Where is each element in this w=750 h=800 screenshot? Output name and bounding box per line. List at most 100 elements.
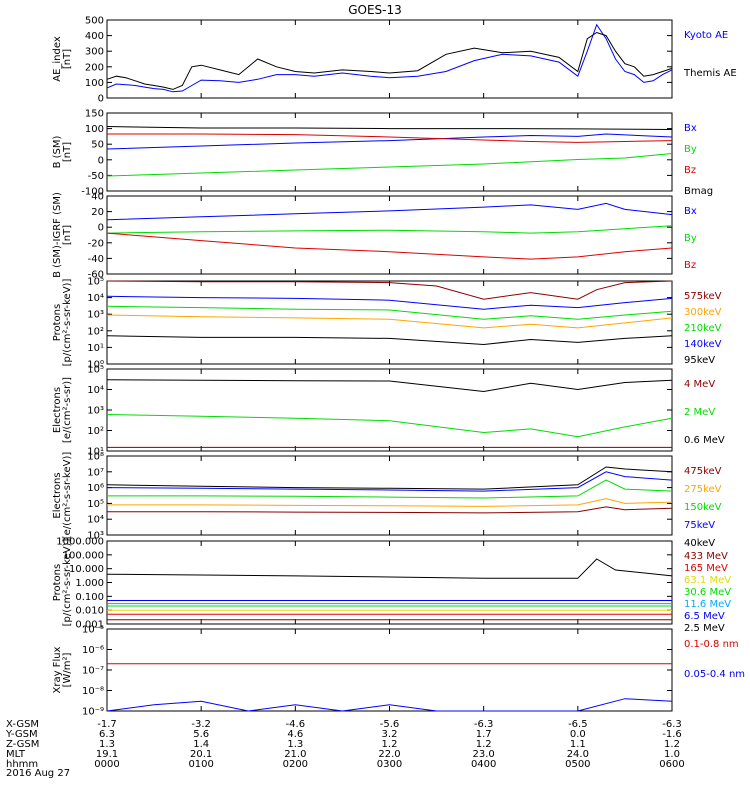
legend-entry: 2 MeV [684,407,715,418]
series-line [106,225,673,234]
legend-entry: 275keV [684,484,722,495]
ephemeris-value: 0400 [471,759,496,770]
ephemeris-value: -6.3 [474,719,494,730]
y-tick-label: 1000.000 [56,537,104,548]
legend-entry: 2.5 MeV [684,623,725,634]
legend-entry: 475keV [684,466,722,477]
y-axis-label: Protons [52,564,63,601]
series-line [106,232,673,260]
series-line [106,153,673,177]
y-tick-label: 200 [85,62,104,73]
legend-entry: 210keV [684,323,722,334]
y-tick-label: 10⁴ [87,293,104,304]
panel-4: 10⁰ 10¹ 10² 10³ 10⁴ 10⁵ Protons [p/(cm²-s-sr-ke… [52,277,722,371]
y-tick-label: 10² [87,426,104,437]
ephemeris-row-label: Y-GSM [5,729,38,740]
legend-entry: 11.6 MeV [684,599,731,610]
series-line [106,126,673,130]
y-tick-label: 300 [85,47,104,58]
ephemeris-value: -1.7 [97,719,117,730]
y-tick-label: -50 [88,171,104,182]
y-tick-label: -40 [88,254,104,265]
y-axis-label: [e/(cm²-s-sr-keV)] [62,452,73,540]
legend-entry: 6.5 MeV [684,611,725,622]
legend-entry: Bx [684,206,697,217]
y-tick-label: 100 [85,124,104,135]
y-tick-label: 10⁻⁷ [82,666,104,677]
legend-entry: 63.1 MeV [684,575,731,586]
y-tick-label: 10⁻⁸ [82,686,104,697]
series-line [106,698,673,712]
y-axis-label: Electrons [52,472,63,518]
y-tick-label: 10¹ [87,343,104,354]
legend-entry: 140keV [684,339,722,350]
ephemeris-value: 1.2 [664,739,680,750]
y-tick-label: 10⁴ [87,385,104,396]
y-tick-label: 10³ [87,406,104,417]
legend-entry: Bx [684,123,697,134]
y-tick-label: 0 [98,223,104,234]
y-tick-label: 400 [85,31,104,42]
y-tick-label: 20 [91,207,104,218]
y-tick-label: 10² [87,326,104,337]
ephemeris-value: 0200 [283,759,308,770]
panel-7: 0.001 0.010 0.100 1.000 10.000 100.000 1000.00… [52,537,731,635]
ephemeris-value: 21.0 [284,749,306,760]
ephemeris-value: 1.2 [382,739,398,750]
legend-entry: Themis AE [683,68,737,79]
ephemeris-value: 1.7 [476,729,492,740]
y-tick-label: 50 [91,140,104,151]
ephemeris-value: 1.1 [570,739,586,750]
y-tick-label: 10⁰ [87,360,104,371]
ephemeris-row-label: Z-GSM [6,739,39,750]
series-line [106,295,673,310]
panel-5: 10¹ 10² 10³ 10⁴ 10⁵ Electrons [e/(cm²-s-sr)] 4 … [52,365,725,458]
ephemeris-value: 0.0 [570,729,586,740]
y-tick-label: 0.100 [75,592,104,603]
ephemeris-value: 6.3 [99,729,115,740]
legend-entry: 575keV [684,291,722,302]
series-line [107,498,673,507]
series-line [106,466,673,490]
ephemeris-value: 24.0 [567,749,589,760]
ephemeris-row-label: MLT [6,749,26,760]
y-tick-label: 10³ [87,310,104,321]
y-tick-label: 10³ [87,531,104,542]
legend-entry: 95keV [684,355,715,366]
legend-entry: Kyoto AE [684,30,728,41]
y-tick-label: 10⁴ [87,515,104,526]
y-axis-label: B (SM) [52,135,63,168]
panel-frame [106,628,673,712]
y-tick-label: 10⁻⁵ [82,625,104,636]
legend-entry: 165 MeV [684,563,728,574]
legend-entry: Bmag [684,186,713,197]
ephemeris-value: 23.0 [473,749,495,760]
legend-entry: 0.6 MeV [684,435,725,446]
ephemeris-value: -1.6 [662,729,682,740]
y-tick-label: 10⁶ [87,483,104,494]
y-tick-label: -20 [88,238,104,249]
ephemeris-value: 1.0 [664,749,680,760]
ephemeris-value: 1.3 [287,739,303,750]
y-tick-label: 1.000 [75,578,104,589]
panel-3: -60 -40 -20 0 20 40 B (SM)-IGRF (SM) [nT] Bx By Bz [52,192,697,281]
y-tick-label: 10⁵ [87,277,104,288]
y-axis-label: [nT] [62,225,73,245]
ephemeris-value: 1.3 [99,739,115,750]
ephemeris-value: 0300 [377,759,402,770]
series-line [106,202,673,221]
ephemeris-value: 3.2 [382,729,398,740]
y-tick-label: -60 [88,270,104,281]
y-tick-label: 10⁵ [87,365,104,376]
series-line [106,314,673,329]
legend-entry: 150keV [684,502,722,513]
legend-entry: Bz [684,260,696,271]
y-axis-label: [nT] [62,49,73,69]
ephemeris-value: 0500 [565,759,590,770]
ephemeris-value: -3.2 [191,719,211,730]
y-tick-label: 0 [98,94,104,105]
legend-entry: By [684,144,697,155]
panel-frame [106,280,673,365]
legend-entry: Bz [684,165,696,176]
